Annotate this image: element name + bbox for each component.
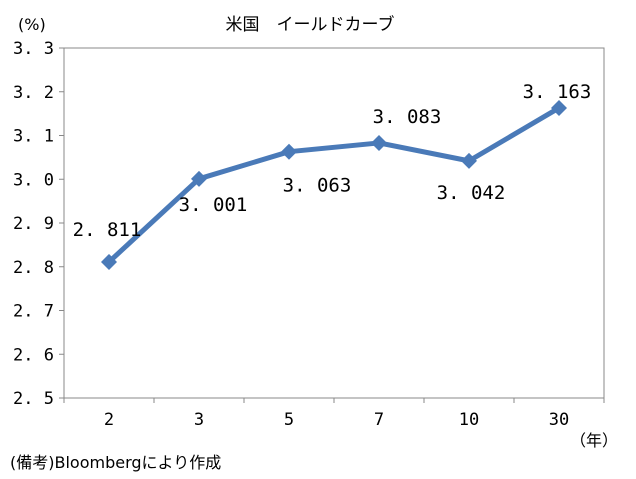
data-point-marker	[551, 99, 567, 116]
chart-title: 米国 イールドカーブ	[226, 14, 395, 35]
data-label: 3. 163	[523, 81, 592, 103]
y-tick-label: 2. 5	[13, 389, 54, 409]
x-axis-unit-label: （年）	[570, 431, 618, 450]
x-tick-label: 2	[104, 410, 114, 430]
data-label: 3. 001	[179, 194, 248, 216]
y-tick-label: 2. 8	[13, 258, 54, 278]
y-tick-label: 2. 6	[13, 345, 54, 365]
series-line	[106, 105, 562, 265]
data-label: 3. 042	[437, 182, 506, 204]
y-tick-label: 2. 7	[13, 302, 54, 322]
x-tick-label: 5	[284, 410, 294, 430]
source-note: (備考)Bloombergにより作成	[10, 453, 221, 472]
y-tick-label: 3. 3	[13, 39, 54, 59]
y-tick-label: 2. 9	[13, 214, 54, 234]
y-axis-unit-label: (%)	[18, 15, 46, 34]
data-point-marker	[371, 134, 387, 151]
data-point-marker	[191, 170, 207, 187]
data-point-marker	[101, 253, 117, 270]
data-label: 3. 083	[373, 106, 442, 128]
x-tick-label: 10	[459, 410, 479, 430]
x-tick-label: 30	[549, 410, 569, 430]
data-label: 3. 063	[283, 175, 352, 197]
y-tick-label: 3. 1	[13, 127, 54, 147]
y-tick-label: 3. 0	[13, 170, 54, 190]
y-tick-label: 3. 2	[13, 83, 54, 103]
data-point-marker	[461, 152, 477, 169]
x-tick-label: 3	[194, 410, 204, 430]
data-point-marker	[281, 143, 297, 160]
data-label: 2. 811	[73, 219, 142, 241]
x-tick-label: 7	[374, 410, 384, 430]
